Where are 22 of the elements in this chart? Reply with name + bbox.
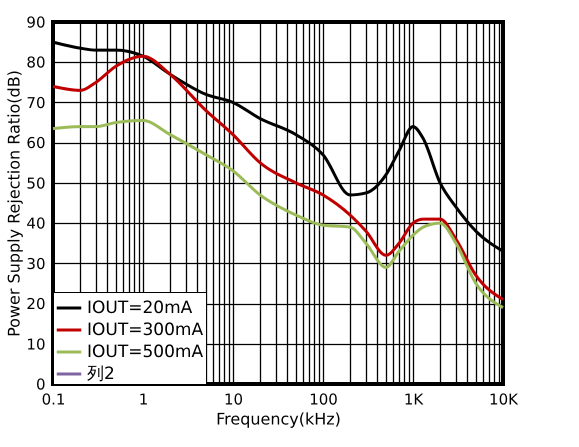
y-tick-label: 0 xyxy=(36,376,46,394)
legend-label: IOUT=500mA xyxy=(87,342,204,362)
x-tick-label: 10 xyxy=(224,390,244,408)
y-tick-label: 40 xyxy=(26,214,46,233)
y-tick-label: 90 xyxy=(26,14,46,32)
x-tick-label: 1 xyxy=(138,390,148,408)
legend-label: IOUT=20mA xyxy=(87,298,193,318)
y-tick-label: 50 xyxy=(26,174,46,192)
legend-label: 列2 xyxy=(87,364,115,384)
x-axis-title: Frequency(kHz) xyxy=(216,410,341,428)
x-tick-label: 10K xyxy=(489,390,520,408)
legend-label: IOUT=300mA xyxy=(87,320,204,340)
y-axis-title: Power Supply Rejection Ratio(dB) xyxy=(4,70,24,337)
y-tick-label: 80 xyxy=(26,54,46,72)
y-tick-label: 60 xyxy=(26,134,46,152)
x-tick-label: 1K xyxy=(404,390,424,408)
y-tick-label: 10 xyxy=(26,335,46,354)
x-tick-label: 100 xyxy=(309,390,338,408)
y-tick-label: 20 xyxy=(26,295,46,314)
y-tick-label: 70 xyxy=(26,94,46,112)
x-tick-label: 0.1 xyxy=(42,390,66,408)
y-tick-label: 30 xyxy=(26,254,46,273)
